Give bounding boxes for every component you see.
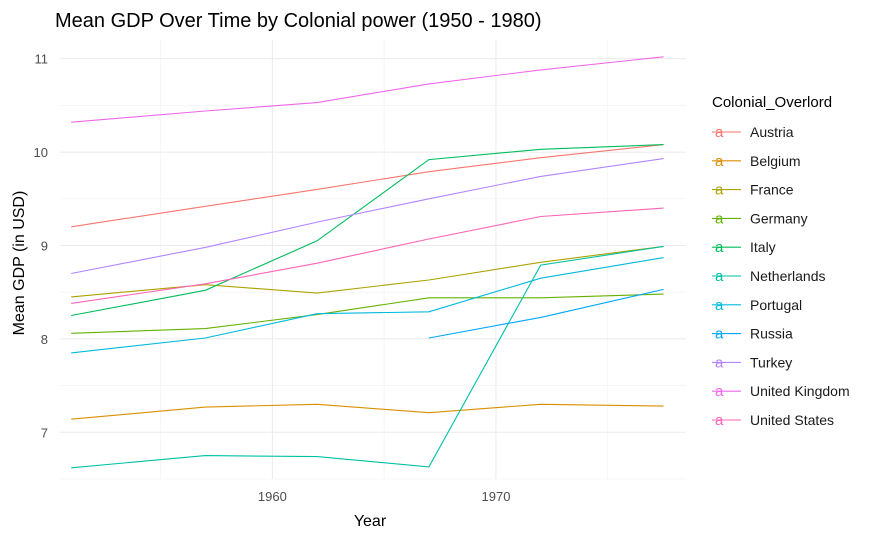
legend-item: a Turkey bbox=[712, 354, 792, 371]
legend-item: a Germany bbox=[712, 210, 808, 227]
legend: a Austria a Belgium a France a Germany a Italy a Ne… bbox=[712, 124, 850, 429]
legend-label: France bbox=[750, 182, 794, 198]
legend-key-glyph: a bbox=[715, 153, 724, 170]
legend-label: Austria bbox=[750, 124, 794, 140]
legend-key-glyph: a bbox=[715, 124, 724, 141]
legend-label: Belgium bbox=[750, 153, 801, 169]
series-line bbox=[71, 56, 664, 123]
legend-key-glyph: a bbox=[715, 354, 724, 371]
y-tick-label: 10 bbox=[34, 145, 48, 160]
y-tick-labels: 7 8 9 10 11 bbox=[34, 52, 48, 441]
series-line bbox=[71, 245, 664, 298]
series-line bbox=[71, 207, 664, 304]
x-tick-label: 1970 bbox=[482, 489, 511, 504]
y-tick-label: 9 bbox=[41, 238, 48, 253]
legend-label: Italy bbox=[750, 239, 776, 255]
series-line bbox=[71, 144, 664, 228]
series-line bbox=[71, 144, 664, 317]
legend-title: Colonial_Overlord bbox=[712, 94, 832, 111]
legend-key-glyph: a bbox=[715, 326, 724, 343]
legend-key-glyph: a bbox=[715, 297, 724, 314]
legend-key-glyph: a bbox=[715, 182, 724, 199]
legend-item: a Belgium bbox=[712, 153, 801, 170]
legend-label: Russia bbox=[750, 326, 793, 342]
y-tick-label: 7 bbox=[41, 425, 48, 440]
legend-key-glyph: a bbox=[715, 210, 724, 227]
chart-title: Mean GDP Over Time by Colonial power (19… bbox=[55, 10, 542, 32]
legend-item: a Russia bbox=[712, 326, 793, 343]
series-line bbox=[71, 403, 664, 420]
series-line bbox=[71, 257, 664, 354]
series-line bbox=[71, 245, 664, 469]
grid bbox=[60, 40, 686, 480]
x-tick-labels: 1960 1970 bbox=[258, 489, 510, 504]
legend-item: a France bbox=[712, 182, 794, 199]
series-line bbox=[428, 288, 664, 339]
legend-item: a Austria bbox=[712, 124, 794, 141]
legend-item: a United Kingdom bbox=[712, 383, 850, 400]
legend-item: a Italy bbox=[712, 239, 776, 256]
legend-label: Netherlands bbox=[750, 268, 826, 284]
x-axis-title: Year bbox=[354, 513, 387, 530]
legend-item: a Netherlands bbox=[712, 268, 826, 285]
series-line bbox=[71, 158, 664, 275]
legend-key-glyph: a bbox=[715, 412, 724, 429]
legend-label: United States bbox=[750, 412, 834, 428]
legend-label: Turkey bbox=[750, 354, 792, 370]
y-tick-label: 8 bbox=[41, 332, 48, 347]
legend-key-glyph: a bbox=[715, 268, 724, 285]
legend-label: Germany bbox=[750, 210, 808, 226]
series-layer bbox=[71, 56, 664, 469]
x-tick-label: 1960 bbox=[258, 489, 287, 504]
y-axis-title: Mean GDP (in USD) bbox=[11, 191, 28, 336]
legend-label: United Kingdom bbox=[750, 383, 850, 399]
legend-key-glyph: a bbox=[715, 383, 724, 400]
legend-item: a Portugal bbox=[712, 297, 802, 314]
legend-item: a United States bbox=[712, 412, 834, 429]
legend-key-glyph: a bbox=[715, 239, 724, 256]
legend-label: Portugal bbox=[750, 297, 802, 313]
series-line bbox=[71, 293, 664, 334]
y-tick-label: 11 bbox=[35, 52, 49, 67]
